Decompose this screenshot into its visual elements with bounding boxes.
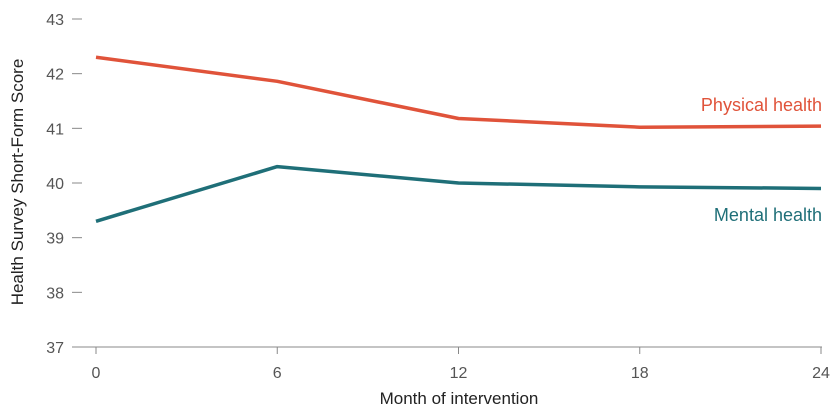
series-line-mental-health [95, 164, 822, 223]
y-tick-label: 39 [46, 231, 64, 248]
series-label: Mental health [714, 205, 822, 225]
y-tick-label: 37 [46, 340, 64, 357]
x-axis-title: Month of intervention [380, 389, 539, 408]
x-tick-label: 0 [92, 365, 101, 382]
series-label: Physical health [701, 95, 822, 115]
x-tick-label: 18 [631, 365, 649, 382]
series-line-physical-health [95, 55, 822, 129]
y-axis-title: Health Survey Short-Form Score [8, 59, 27, 306]
x-tick-label: 24 [812, 365, 830, 382]
y-tick-label: 41 [46, 121, 64, 138]
x-tick-label: 12 [450, 365, 468, 382]
x-axis-ticks: 0 6 12 18 24 [92, 347, 830, 382]
y-tick-label: 40 [46, 176, 64, 193]
y-tick-label: 38 [46, 285, 64, 302]
y-tick-label: 42 [46, 67, 64, 84]
series-lines: Physical health Mental health [95, 55, 822, 225]
y-axis-ticks: 37 38 39 40 41 42 43 [46, 12, 82, 357]
x-tick-label: 6 [273, 365, 282, 382]
y-tick-label: 43 [46, 12, 64, 29]
